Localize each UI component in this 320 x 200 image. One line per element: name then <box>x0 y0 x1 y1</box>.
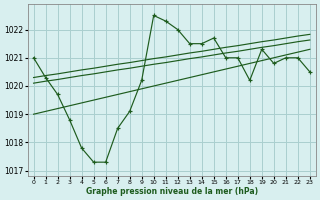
X-axis label: Graphe pression niveau de la mer (hPa): Graphe pression niveau de la mer (hPa) <box>86 187 258 196</box>
